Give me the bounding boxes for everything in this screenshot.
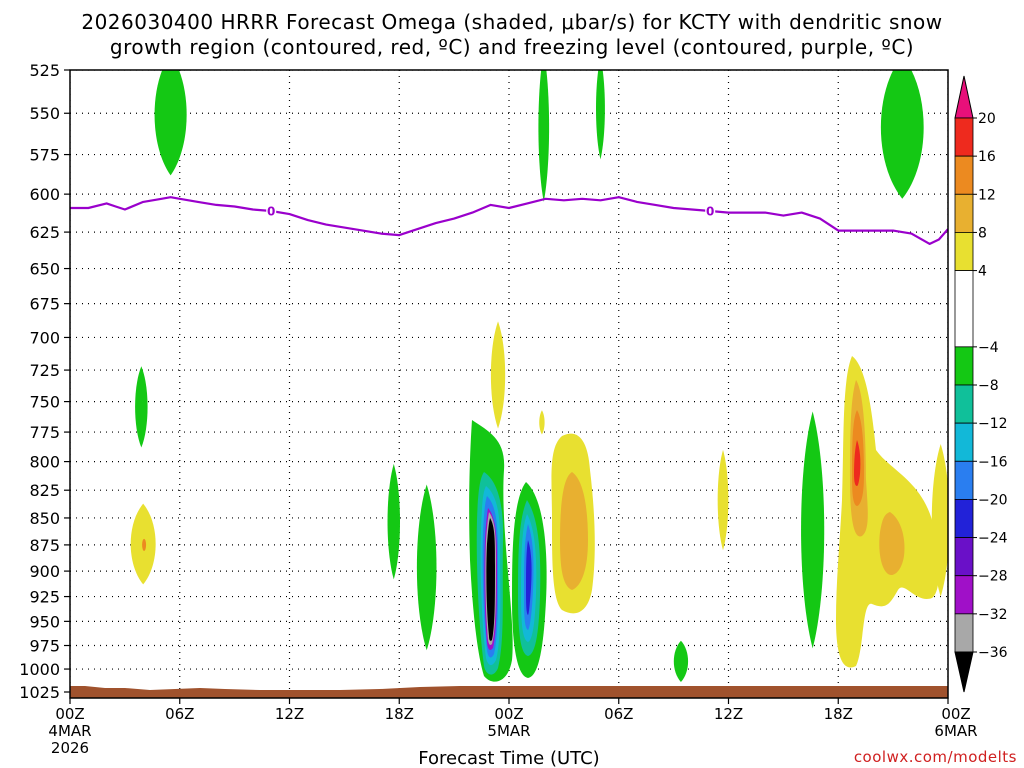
freezing-level-line	[70, 196, 948, 245]
omega-region-green	[416, 484, 437, 651]
colorbar-bin	[954, 232, 974, 271]
colorbar-label: −36	[978, 645, 1008, 661]
colorbar-label: 16	[978, 149, 996, 165]
colorbar-bin	[954, 346, 974, 386]
colorbar-label: −20	[978, 492, 1008, 508]
omega-region-green	[538, 70, 550, 202]
x-tick-label: 18Z	[385, 705, 414, 723]
freezing-level-label: 0	[267, 205, 275, 219]
colorbar-label: −32	[978, 607, 1008, 623]
omega-regions	[130, 70, 948, 682]
chart-title-line-1: 2026030400 HRRR Forecast Omega (shaded, …	[81, 10, 942, 34]
freezing-level-label: 0	[706, 205, 714, 219]
colorbar-label: 20	[978, 111, 996, 127]
colorbar-label: 12	[978, 187, 996, 203]
y-axis: 525 550 575 600 625 650 675 700 725 750 775 800 825 8…	[19, 61, 70, 702]
y-tick-label: 600	[29, 185, 60, 204]
chart-title-line-2: growth region (contoured, red, ºC) and f…	[110, 35, 914, 59]
y-tick-label: 625	[29, 223, 60, 242]
x-tick-label: 06Z	[165, 705, 194, 723]
colorbar-bin	[954, 499, 974, 538]
y-tick-label: 875	[29, 536, 60, 555]
x-tick-label: 12Z	[275, 705, 304, 723]
y-tick-label: 525	[29, 61, 60, 80]
y-tick-label: 950	[29, 612, 60, 631]
omega-region-yellow	[539, 410, 545, 435]
colorbar-label: −16	[978, 454, 1008, 470]
x-tick-sublabel: 5MAR	[487, 722, 530, 740]
y-tick-label: 550	[29, 104, 60, 123]
colorbar-bin	[954, 270, 974, 348]
y-tick-label: 1000	[19, 660, 60, 679]
freezing-label-bg	[705, 204, 716, 219]
colorbar-label: −12	[978, 416, 1008, 432]
colorbar-label: −4	[978, 340, 999, 356]
credit-link[interactable]: coolwx.com/modelts	[854, 748, 1017, 766]
y-tick-label: 700	[29, 328, 60, 347]
colorbar-label: 4	[978, 264, 987, 280]
colorbar-label: −24	[978, 531, 1008, 547]
omega-region-green	[387, 463, 401, 580]
omega-region-green	[880, 70, 924, 199]
colorbar-bin	[954, 422, 974, 462]
omega-region-green	[135, 366, 148, 448]
colorbar-bin	[954, 193, 974, 233]
omega-spot-orange	[142, 538, 147, 551]
colorbar-label: 8	[978, 225, 987, 241]
freezing-label-bg	[266, 204, 277, 219]
omega-orange-21z	[879, 512, 905, 576]
colorbar-bin	[954, 537, 974, 577]
omega-region-green	[596, 70, 605, 160]
omega-orange-03z	[560, 472, 588, 590]
x-tick-label: 00Z	[494, 705, 523, 723]
y-tick-label: 575	[29, 146, 60, 165]
x-tick-label: 06Z	[604, 705, 633, 723]
x-tick-label: 00Z	[55, 705, 84, 723]
colorbar-bin	[954, 651, 974, 693]
omega-region-green	[801, 411, 825, 649]
colorbar-bin	[954, 613, 974, 653]
colorbar: 20 16 12 8 4 −4 −8 −12 −16 −20 −24 −28 −32 −36	[954, 75, 1008, 693]
x-tick-label: 00Z	[941, 705, 970, 723]
omega-red-19z	[854, 440, 861, 486]
y-tick-label: 825	[29, 481, 60, 500]
y-tick-label: 775	[29, 423, 60, 442]
y-tick-label: 900	[29, 562, 60, 581]
colorbar-label: −28	[978, 569, 1008, 585]
x-tick-sublabel: 6MAR	[934, 722, 977, 740]
y-tick-label: 800	[29, 453, 60, 472]
colorbar-bin	[954, 155, 974, 195]
omega-secondary-indigo	[526, 540, 532, 615]
colorbar-bin	[954, 460, 974, 500]
y-tick-label: 675	[29, 295, 60, 314]
omega-region-green	[673, 640, 689, 682]
colorbar-bin	[954, 384, 974, 424]
x-tick-label: 12Z	[714, 705, 743, 723]
x-tick-label: 18Z	[824, 705, 853, 723]
colorbar-bin	[954, 117, 974, 157]
y-tick-label: 750	[29, 393, 60, 412]
omega-region-yellow	[931, 443, 948, 597]
ground-surface	[70, 686, 948, 698]
y-tick-label: 850	[29, 509, 60, 528]
omega-region-yellow	[490, 321, 506, 429]
omega-region-yellow	[717, 449, 729, 551]
y-tick-label: 1025	[19, 683, 60, 702]
y-tick-label: 650	[29, 260, 60, 279]
y-tick-label: 975	[29, 637, 60, 656]
x-tick-sublabel: 4MAR	[48, 722, 91, 740]
omega-region-green	[154, 70, 187, 176]
colorbar-label: −8	[978, 378, 999, 394]
y-tick-label: 925	[29, 588, 60, 607]
x-tick-sublabel: 2026	[51, 739, 89, 757]
omega-core-black	[486, 518, 495, 641]
omega-shading	[469, 356, 939, 682]
colorbar-bin	[954, 575, 974, 615]
x-axis-label: Forecast Time (UTC)	[418, 748, 599, 768]
y-tick-label: 725	[29, 361, 60, 380]
